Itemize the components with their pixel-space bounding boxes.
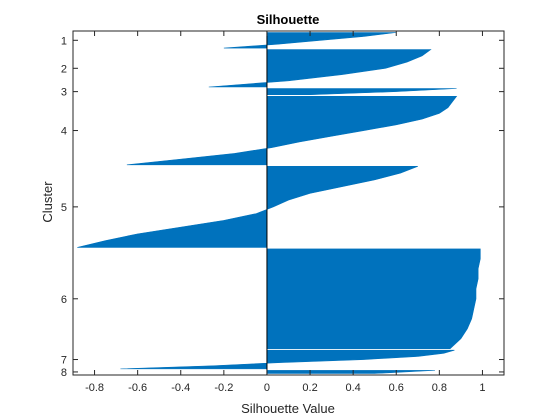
chart-title: Silhouette	[257, 12, 320, 27]
axes-box	[72, 30, 505, 376]
y-axis-label: Cluster	[40, 181, 55, 223]
x-tick-label: -0.2	[214, 382, 233, 394]
cluster-6-silhouette	[266, 248, 481, 349]
x-tick-label: 0.4	[346, 382, 361, 394]
y-axis-ticks: 1 2 3 4 5 6 78	[61, 35, 504, 379]
cluster-7-silhouette	[120, 349, 455, 370]
y-tick-label: 2	[61, 63, 67, 75]
x-axis-label: Silhouette Value	[241, 401, 335, 416]
x-tick-label: 0.6	[389, 382, 404, 394]
x-tick-label: 0	[264, 382, 270, 394]
y-tick-label: 1	[61, 35, 67, 47]
y-tick-label: 7	[61, 355, 67, 367]
cluster-4-silhouette	[126, 95, 458, 166]
y-tick-label: 4	[61, 126, 67, 138]
x-tick-label: 1	[479, 382, 485, 394]
cluster-2-silhouette	[208, 49, 432, 88]
x-tick-label: -0.8	[85, 382, 104, 394]
x-tick-label: 0.8	[432, 382, 447, 394]
cluster-5-silhouette	[77, 166, 418, 248]
x-tick-label: 0.2	[302, 382, 317, 394]
y-tick-label: 6	[61, 294, 67, 306]
axes-frame	[72, 30, 505, 376]
x-tick-label: -0.6	[128, 382, 147, 394]
x-axis-ticks: -0.8 -0.6 -0.4 -0.2 0 0.2 0.4 0.6 0.8 1	[85, 31, 486, 394]
plot-area	[77, 31, 481, 375]
y-tick-label: 3	[61, 87, 67, 99]
x-tick-label: -0.4	[171, 382, 190, 394]
y-tick-label: 5	[61, 202, 67, 214]
y-tick-label: 8	[61, 367, 67, 379]
